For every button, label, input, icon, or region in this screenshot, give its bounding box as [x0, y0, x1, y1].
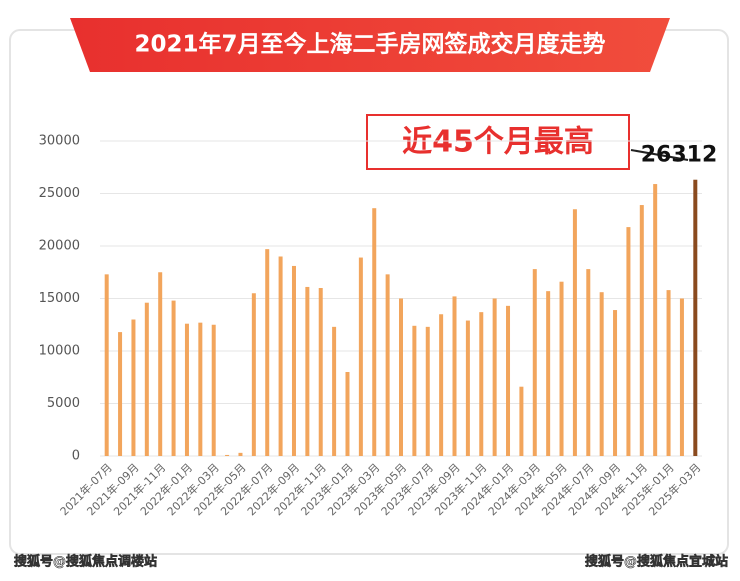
bar: [519, 386, 524, 456]
bar: [265, 249, 270, 456]
bar: [198, 322, 203, 456]
bar: [452, 296, 457, 456]
bar: [465, 320, 470, 456]
bar: [479, 312, 484, 456]
bar: [613, 310, 618, 456]
bar: [546, 291, 551, 456]
y-tick-label: 30000: [39, 134, 80, 149]
bar: [532, 269, 537, 456]
bar: [412, 325, 417, 456]
bar: [572, 209, 577, 456]
bar: [399, 298, 403, 456]
bar: [653, 184, 658, 457]
bar: [358, 257, 363, 456]
y-tick-label: 20000: [39, 239, 80, 254]
watermark: 搜狐号@搜狐焦点调楼站: [14, 554, 157, 570]
bar: [639, 205, 644, 456]
bar: [318, 288, 323, 456]
annotation: 近45个月最高: [402, 125, 594, 160]
watermark: 搜狐号@搜狐焦点宜城站: [585, 554, 728, 570]
bar: [144, 302, 149, 456]
title-banner: [70, 18, 670, 72]
bar: [425, 326, 430, 456]
bar: [559, 281, 564, 456]
bar: [492, 298, 497, 456]
bar: [372, 208, 377, 456]
bar: [158, 272, 163, 456]
y-tick-label: 15000: [39, 291, 80, 306]
bar: [385, 274, 390, 456]
bar: [104, 274, 109, 456]
bar: [332, 326, 337, 456]
y-tick-label: 5000: [47, 396, 80, 411]
chart-title: 2021年7月至今上海二手房网签成交月度走势: [134, 31, 605, 58]
bar: [211, 324, 216, 456]
bar: [666, 290, 671, 456]
bar: [225, 454, 230, 456]
bar: [291, 265, 296, 456]
value-label: 26312: [641, 143, 718, 168]
bar: [171, 300, 176, 456]
bar: [599, 292, 604, 456]
bar: [278, 256, 283, 456]
annotation-arrow: [630, 149, 689, 161]
y-tick-label: 25000: [39, 186, 80, 201]
bar: [345, 372, 350, 456]
bar: [251, 293, 256, 456]
y-tick-label: 0: [72, 449, 80, 464]
bar: [626, 227, 631, 456]
bar: [693, 179, 698, 456]
annotation-box: [366, 114, 630, 170]
bar: [238, 452, 243, 456]
y-tick-label: 10000: [39, 344, 80, 359]
bar: [305, 286, 310, 456]
bar: [184, 323, 189, 456]
bar: [439, 314, 444, 456]
bar: [131, 319, 136, 456]
bar: [118, 332, 123, 456]
bar: [506, 305, 511, 456]
bar: [586, 269, 591, 456]
bar: [679, 298, 684, 456]
